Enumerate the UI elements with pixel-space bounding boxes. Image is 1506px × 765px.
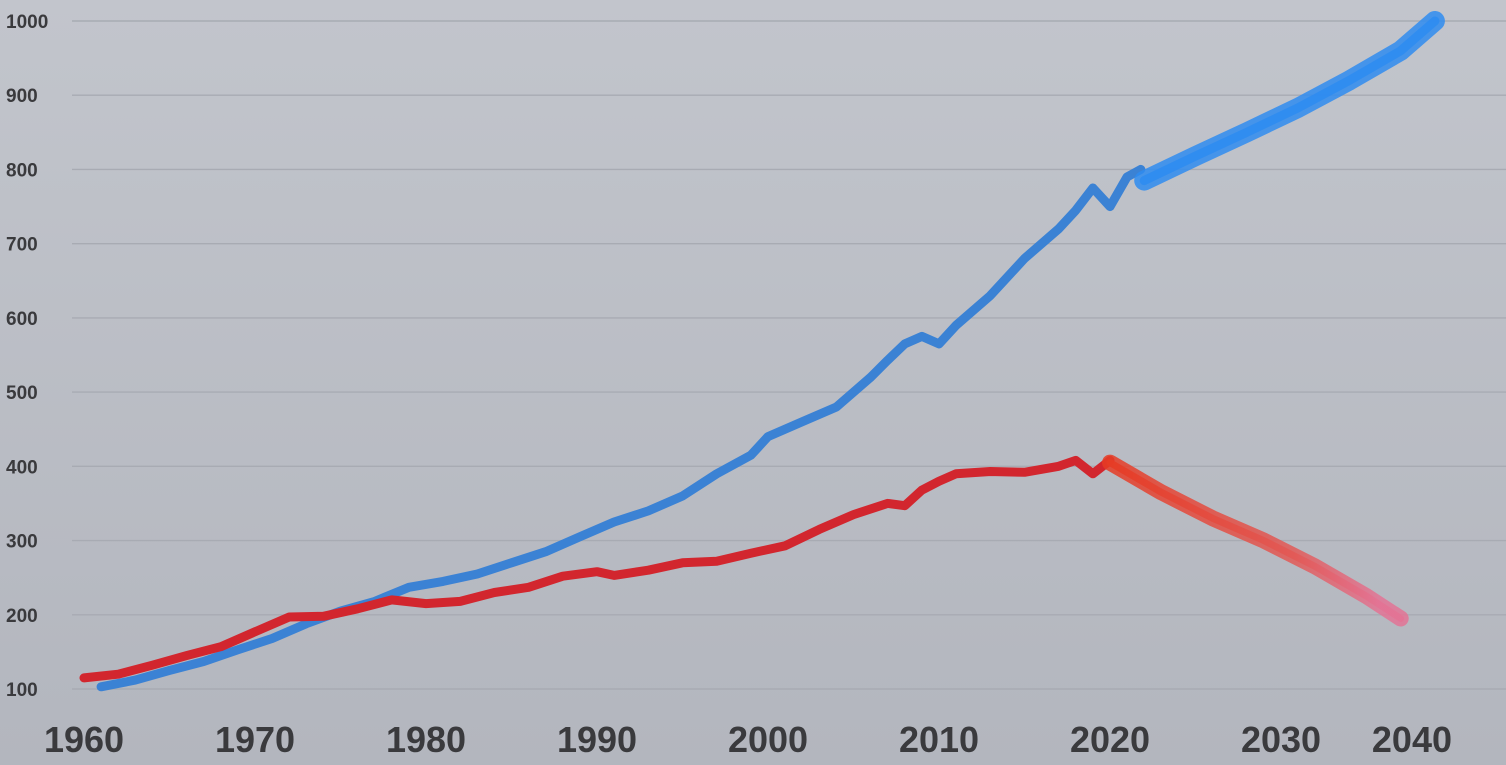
y-tick-label-400: 400 — [6, 457, 38, 478]
x-tick-label-1980: 1980 — [386, 719, 466, 760]
x-tick-label-2000: 2000 — [728, 719, 808, 760]
x-tick-label-2010: 2010 — [899, 719, 979, 760]
x-tick-label-2040: 2040 — [1372, 719, 1452, 760]
x-axis-ticks: 1960 1970 1980 1990 2000 2010 2020 2030 2040 — [44, 719, 1452, 760]
x-tick-label-1990: 1990 — [557, 719, 637, 760]
series-lines — [79, 11, 1445, 692]
series-line-red-projection-core — [1106, 459, 1405, 622]
y-tick-label-800: 800 — [6, 160, 38, 181]
series-line-blue-projection-core — [1139, 16, 1440, 186]
y-tick-label-100: 100 — [6, 680, 38, 701]
y-tick-label-600: 600 — [6, 309, 38, 330]
x-tick-label-1960: 1960 — [44, 719, 124, 760]
x-tick-label-2020: 2020 — [1070, 719, 1150, 760]
y-tick-label-700: 700 — [6, 235, 38, 256]
x-tick-label-1970: 1970 — [215, 719, 295, 760]
y-tick-label-500: 500 — [6, 383, 38, 404]
y-tick-label-300: 300 — [6, 532, 38, 553]
x-tick-label-2030: 2030 — [1241, 719, 1321, 760]
series-line-red-actual — [79, 455, 1115, 683]
y-tick-label-1000: 1000 — [6, 12, 48, 33]
y-tick-label-200: 200 — [6, 606, 38, 627]
y-axis-ticks: 100 200 300 400 500 600 700 800 900 1000 — [6, 12, 48, 701]
y-tick-label-900: 900 — [6, 86, 38, 107]
series-line-blue-actual — [96, 164, 1146, 692]
